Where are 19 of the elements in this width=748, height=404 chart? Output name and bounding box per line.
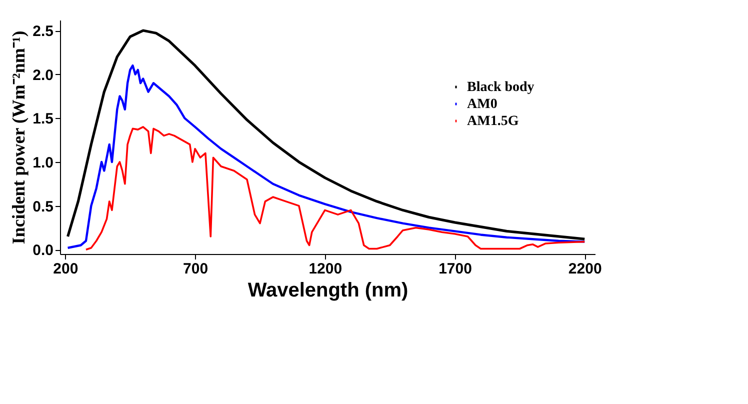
y-tick-label: 2.0 (32, 66, 54, 84)
y-tick-label: 0.5 (32, 198, 54, 216)
x-tick-label: 1700 (438, 260, 472, 278)
y-tick-label: 1.5 (32, 110, 54, 128)
legend-label: AM1.5G (467, 114, 519, 129)
y-tick-label: 0.0 (32, 242, 54, 260)
y-tick-label: 1.0 (32, 154, 54, 172)
line-series (66, 64, 586, 249)
y-axis-title: Incident power (Wm⁻²nm⁻¹) (8, 30, 29, 244)
x-tick-label: 700 (183, 260, 208, 278)
x-tick-label: 1200 (308, 260, 342, 278)
x-tick-label: 2200 (568, 260, 602, 278)
line-series (66, 29, 586, 240)
legend-label: Black body (467, 80, 534, 95)
legend-label: AM0 (467, 97, 498, 112)
y-tick-label: 2.5 (32, 23, 54, 40)
line-series (85, 126, 586, 251)
x-tick-label: 200 (53, 260, 78, 278)
x-axis-title: Wavelength (nm) (248, 280, 408, 302)
